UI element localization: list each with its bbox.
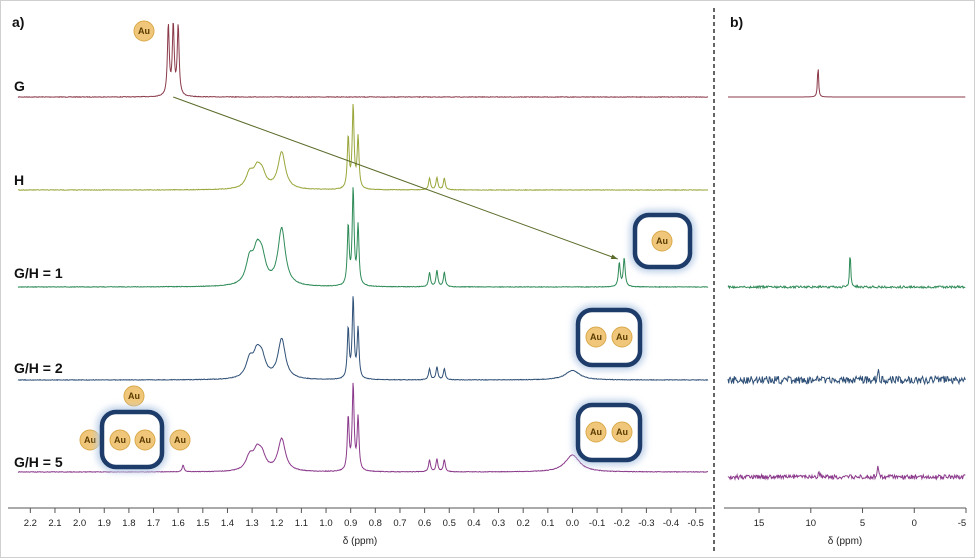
cage-outline <box>575 307 643 368</box>
au-label: Au <box>616 332 628 342</box>
au-molecule: Au <box>79 429 101 451</box>
au-molecule: Au <box>133 20 155 42</box>
axis-a-tick-label: 1.3 <box>245 518 258 529</box>
au-molecule: Au <box>611 326 633 348</box>
axis-a-tick-label: 0.0 <box>566 518 579 529</box>
arrow-line <box>173 96 618 260</box>
axis-a-title: δ (ppm) <box>343 536 377 547</box>
axis-a-tick-label: 1.4 <box>221 518 234 529</box>
au-label: Au <box>174 435 186 445</box>
axis-a-tick-label: -0.1 <box>589 518 605 529</box>
axis-b-tick-label: 0 <box>912 518 917 529</box>
arrow-head <box>610 254 618 260</box>
host-cage <box>97 407 167 472</box>
axis-a-tick-label: 2.2 <box>24 518 37 529</box>
axis-a-tick-label: -0.4 <box>663 518 679 529</box>
axis-b-tick-label: 10 <box>805 518 816 529</box>
au-label: Au <box>656 236 668 246</box>
axis-a-tick-label: 0.1 <box>541 518 554 529</box>
trace-label-gh5: G/H = 5 <box>14 454 63 470</box>
axis-b-tick-label: 5 <box>860 518 865 529</box>
axis-b-ticks: 15 10 5 0 -5 <box>754 508 967 529</box>
au-sphere <box>585 421 607 443</box>
au-label: Au <box>138 26 150 36</box>
shift-arrow <box>173 96 618 260</box>
au-molecule: Au <box>585 421 607 443</box>
spectrum-b-1 <box>727 257 966 290</box>
axis-a-tick-label: 0.4 <box>467 518 480 529</box>
au-sphere <box>133 20 155 42</box>
cage-outline <box>575 402 643 463</box>
spectrum-b-2 <box>727 369 966 386</box>
au-label: Au <box>590 427 602 437</box>
axis-a-tick-label: 0.5 <box>443 518 456 529</box>
axis-b-title: δ (ppm) <box>828 536 862 547</box>
axis-a-tick-label: 2.0 <box>73 518 86 529</box>
panel-a-label: a) <box>12 14 24 30</box>
trace-label-gh1: G/H = 1 <box>14 265 63 281</box>
axis-a-tick-label: 1.5 <box>196 518 209 529</box>
au-molecule: Au <box>585 326 607 348</box>
axis-a-tick-label: 1.0 <box>319 518 332 529</box>
spectrum-b-3 <box>727 465 966 481</box>
au-molecule: Au <box>134 429 156 451</box>
axis-a-tick-label: 1.8 <box>122 518 135 529</box>
cage-outline <box>99 409 165 470</box>
host-cage <box>573 400 645 465</box>
au-molecule: Au <box>169 429 191 451</box>
axis-a-tick-label: -0.3 <box>638 518 654 529</box>
spectra-panel-b <box>727 69 966 481</box>
au-label: Au <box>84 435 96 445</box>
au-illustrations: Au Au Au Au Au Au Au Au Au Au Au <box>79 20 695 472</box>
trace-label-gh2: G/H = 2 <box>14 360 63 376</box>
au-sphere <box>651 230 673 252</box>
au-sphere <box>611 421 633 443</box>
axis-a-tick-label: 0.2 <box>517 518 530 529</box>
axis-a-tick-label: 1.6 <box>172 518 185 529</box>
axis-a-tick-label: 0.9 <box>344 518 357 529</box>
axis-a-tick-label: 2.1 <box>48 518 61 529</box>
trace-label-h: H <box>14 172 24 188</box>
au-molecule: Au <box>109 429 131 451</box>
spectra-panel-a <box>17 22 709 473</box>
axis-a-tick-label: -0.2 <box>614 518 630 529</box>
spectrum-a-2 <box>17 187 709 288</box>
axis-a-tick-label: 0.3 <box>492 518 505 529</box>
au-label: Au <box>616 427 628 437</box>
au-sphere <box>109 429 131 451</box>
au-label: Au <box>139 435 151 445</box>
axis-a-tick-label: 1.9 <box>98 518 111 529</box>
axis-b-tick-label: -5 <box>958 518 966 529</box>
au-sphere <box>134 429 156 451</box>
axis-a-tick-label: 1.1 <box>295 518 308 529</box>
au-sphere <box>169 429 191 451</box>
axis-b-tick-label: 15 <box>754 518 765 529</box>
axis-a-tick-label: 0.7 <box>393 518 406 529</box>
spectrum-a-1 <box>17 103 709 191</box>
au-molecule: Au <box>123 385 145 407</box>
axis-a-tick-label: 1.2 <box>270 518 283 529</box>
axis-a-tick-label: 0.8 <box>369 518 382 529</box>
au-label: Au <box>128 391 140 401</box>
au-sphere <box>611 326 633 348</box>
spectrum-a-3 <box>17 296 709 381</box>
panel-b-label: b) <box>730 14 743 30</box>
spectrum-a-0 <box>17 22 709 98</box>
axis-a-tick-label: 1.7 <box>147 518 160 529</box>
au-label: Au <box>114 435 126 445</box>
axis-a-tick-label: -0.5 <box>687 518 703 529</box>
axis-a-ticks: 2.2 2.1 2.0 1.9 1.8 1.7 1.6 1.5 1.4 1.3 1.2 1.1 1.0 0… <box>24 508 704 529</box>
axis-a-tick-label: 0.6 <box>418 518 431 529</box>
host-cage <box>573 305 645 370</box>
au-molecule: Au <box>651 230 673 252</box>
spectrum-b-0 <box>728 69 966 98</box>
au-label: Au <box>590 332 602 342</box>
au-molecule: Au <box>611 421 633 443</box>
au-sphere <box>123 385 145 407</box>
au-sphere <box>585 326 607 348</box>
trace-label-g: G <box>14 78 25 94</box>
